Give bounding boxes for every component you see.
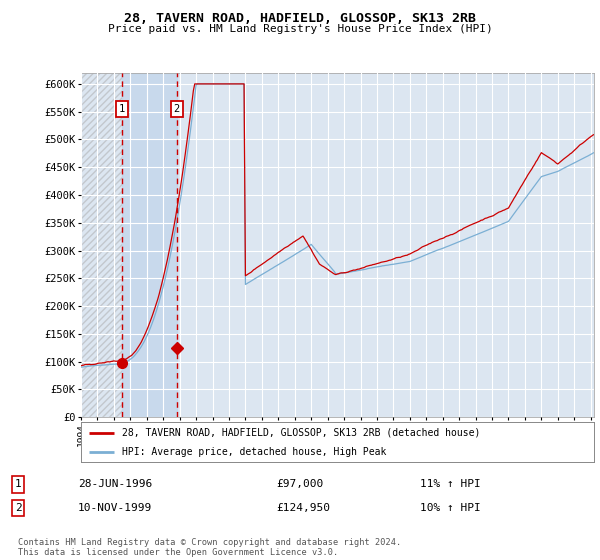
Bar	[81, 73, 122, 417]
Text: 1: 1	[119, 104, 125, 114]
Text: 1: 1	[14, 479, 22, 489]
Text: 10-NOV-1999: 10-NOV-1999	[78, 503, 152, 513]
Text: 28, TAVERN ROAD, HADFIELD, GLOSSOP, SK13 2RB (detached house): 28, TAVERN ROAD, HADFIELD, GLOSSOP, SK13…	[122, 428, 481, 438]
Text: Price paid vs. HM Land Registry's House Price Index (HPI): Price paid vs. HM Land Registry's House …	[107, 24, 493, 34]
Text: Contains HM Land Registry data © Crown copyright and database right 2024.
This d: Contains HM Land Registry data © Crown c…	[18, 538, 401, 557]
Text: £97,000: £97,000	[276, 479, 323, 489]
Text: 28-JUN-1996: 28-JUN-1996	[78, 479, 152, 489]
Text: 2: 2	[14, 503, 22, 513]
Text: HPI: Average price, detached house, High Peak: HPI: Average price, detached house, High…	[122, 447, 386, 457]
Text: 11% ↑ HPI: 11% ↑ HPI	[420, 479, 481, 489]
Text: 28, TAVERN ROAD, HADFIELD, GLOSSOP, SK13 2RB: 28, TAVERN ROAD, HADFIELD, GLOSSOP, SK13…	[124, 12, 476, 25]
Text: £124,950: £124,950	[276, 503, 330, 513]
Bar	[122, 73, 177, 417]
Text: 2: 2	[174, 104, 180, 114]
Text: 10% ↑ HPI: 10% ↑ HPI	[420, 503, 481, 513]
